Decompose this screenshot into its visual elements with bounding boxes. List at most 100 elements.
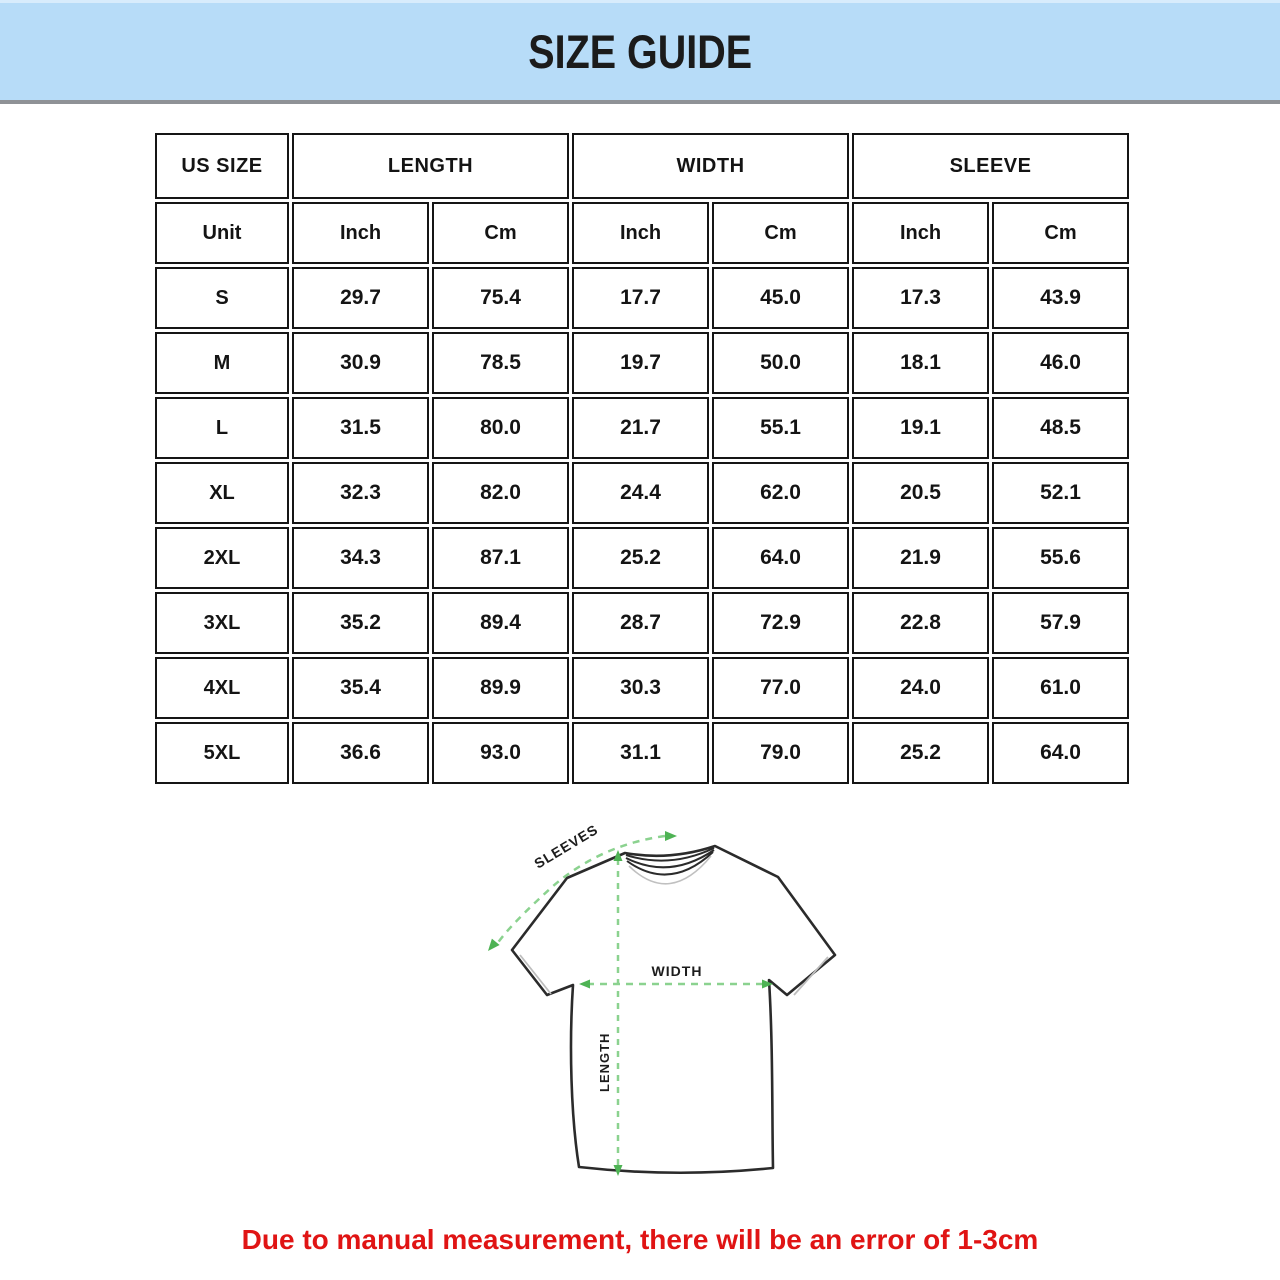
table-cell: 43.9 (992, 267, 1130, 329)
size-cell: M (155, 332, 289, 394)
size-cell: 4XL (155, 657, 289, 719)
table-cell: 31.5 (292, 397, 429, 459)
table-cell: 19.7 (572, 332, 709, 394)
sleeves-label: SLEEVES (531, 821, 601, 872)
table-cell: 89.9 (432, 657, 569, 719)
unit-inch: Inch (572, 202, 709, 264)
table-cell: 45.0 (712, 267, 850, 329)
table-cell: 20.5 (852, 462, 990, 524)
size-table: US SIZE LENGTH WIDTH SLEEVE Unit Inch Cm… (152, 130, 1133, 787)
right-cuff-seam (793, 956, 829, 996)
table-cell: 50.0 (712, 332, 850, 394)
table-row: XL 32.3 82.0 24.4 62.0 20.5 52.1 (155, 462, 1130, 524)
table-row: 3XL 35.2 89.4 28.7 72.9 22.8 57.9 (155, 592, 1130, 654)
table-cell: 21.9 (852, 527, 990, 589)
measurement-disclaimer: Due to manual measurement, there will be… (241, 1224, 1039, 1255)
size-cell: 5XL (155, 722, 289, 784)
left-cuff-seam (519, 954, 552, 995)
width-measure-arrow (579, 979, 773, 989)
table-row: L 31.5 80.0 21.7 55.1 19.1 48.5 (155, 397, 1130, 459)
length-arrowhead-bottom (613, 1165, 623, 1176)
table-cell: 34.3 (292, 527, 429, 589)
sleeves-measure-arrow (488, 831, 677, 951)
table-cell: 36.6 (292, 722, 429, 784)
table-cell: 22.8 (852, 592, 990, 654)
table-cell: 17.7 (572, 267, 709, 329)
header-banner: SIZE GUIDE (0, 0, 1280, 104)
table-cell: 18.1 (852, 332, 990, 394)
table-cell: 62.0 (712, 462, 850, 524)
table-cell: 61.0 (992, 657, 1130, 719)
length-arrowhead-top (613, 850, 623, 861)
sleeves-arrowhead-left (488, 938, 500, 951)
table-cell: 72.9 (712, 592, 850, 654)
unit-cm: Cm (992, 202, 1130, 264)
table-row: M 30.9 78.5 19.7 50.0 18.1 46.0 (155, 332, 1130, 394)
header-us-size: US SIZE (155, 133, 289, 199)
table-cell: 80.0 (432, 397, 569, 459)
size-cell: XL (155, 462, 289, 524)
table-cell: 55.6 (992, 527, 1130, 589)
table-row: 2XL 34.3 87.1 25.2 64.0 21.9 55.6 (155, 527, 1130, 589)
table-row: S 29.7 75.4 17.7 45.0 17.3 43.9 (155, 267, 1130, 329)
width-arrowhead-left (579, 979, 590, 989)
table-cell: 82.0 (432, 462, 569, 524)
sleeves-arrowhead-right (665, 831, 677, 841)
table-cell: 29.7 (292, 267, 429, 329)
table-cell: 93.0 (432, 722, 569, 784)
table-cell: 77.0 (712, 657, 850, 719)
table-cell: 35.4 (292, 657, 429, 719)
header-length: LENGTH (292, 133, 569, 199)
table-cell: 89.4 (432, 592, 569, 654)
collar-back-shadow (628, 855, 712, 885)
size-cell: 2XL (155, 527, 289, 589)
header-sleeve: SLEEVE (852, 133, 1130, 199)
table-cell: 64.0 (992, 722, 1130, 784)
unit-cm: Cm (712, 202, 850, 264)
unit-inch: Inch (852, 202, 990, 264)
table-cell: 32.3 (292, 462, 429, 524)
tshirt-outline (510, 844, 837, 1175)
table-cell: 17.3 (852, 267, 990, 329)
table-header-row: US SIZE LENGTH WIDTH SLEEVE (155, 133, 1130, 199)
table-row: 5XL 36.6 93.0 31.1 79.0 25.2 64.0 (155, 722, 1130, 784)
table-cell: 79.0 (712, 722, 850, 784)
table-cell: 24.0 (852, 657, 990, 719)
table-cell: 78.5 (432, 332, 569, 394)
table-cell: 24.4 (572, 462, 709, 524)
page-title: SIZE GUIDE (528, 25, 752, 78)
width-arrowhead-right (762, 979, 773, 989)
header-width: WIDTH (572, 133, 850, 199)
table-cell: 57.9 (992, 592, 1130, 654)
table-cell: 30.9 (292, 332, 429, 394)
collar-lines (625, 847, 715, 876)
table-cell: 48.5 (992, 397, 1130, 459)
table-row: 4XL 35.4 89.9 30.3 77.0 24.0 61.0 (155, 657, 1130, 719)
table-cell: 75.4 (432, 267, 569, 329)
table-unit-row: Unit Inch Cm Inch Cm Inch Cm (155, 202, 1130, 264)
table-cell: 31.1 (572, 722, 709, 784)
table-cell: 28.7 (572, 592, 709, 654)
table-cell: 25.2 (572, 527, 709, 589)
table-cell: 87.1 (432, 527, 569, 589)
table-cell: 21.7 (572, 397, 709, 459)
size-table-wrap: US SIZE LENGTH WIDTH SLEEVE Unit Inch Cm… (152, 130, 1133, 787)
unit-label: Unit (155, 202, 289, 264)
size-cell: L (155, 397, 289, 459)
length-label: LENGTH (597, 1033, 612, 1092)
length-measure-arrow (613, 850, 623, 1176)
size-cell: 3XL (155, 592, 289, 654)
table-cell: 55.1 (712, 397, 850, 459)
table-cell: 52.1 (992, 462, 1130, 524)
unit-inch: Inch (292, 202, 429, 264)
size-cell: S (155, 267, 289, 329)
table-cell: 25.2 (852, 722, 990, 784)
unit-cm: Cm (432, 202, 569, 264)
tshirt-diagram-svg: SLEEVES WIDTH LENGTH (488, 821, 837, 1176)
tshirt-measurement-diagram: SLEEVES WIDTH LENGTH (430, 805, 890, 1205)
width-label: WIDTH (652, 963, 703, 979)
table-cell: 64.0 (712, 527, 850, 589)
table-cell: 30.3 (572, 657, 709, 719)
table-cell: 19.1 (852, 397, 990, 459)
table-cell: 35.2 (292, 592, 429, 654)
